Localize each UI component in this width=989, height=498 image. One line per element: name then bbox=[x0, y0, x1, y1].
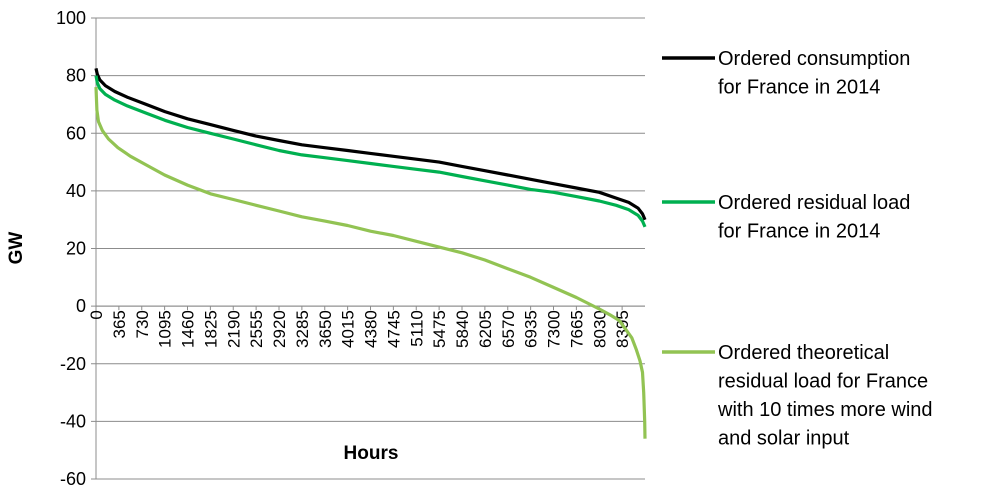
x-tick-labels: 0 365 730 1095 1460 1825 2190 2555 2920 3285 3650 4… bbox=[87, 310, 632, 348]
x-tick-label: 4745 bbox=[384, 310, 403, 348]
y-tick-label: -40 bbox=[60, 411, 86, 431]
y-tick-label: 0 bbox=[76, 296, 86, 316]
legend-entry-3: Ordered theoretical residual load for Fra… bbox=[662, 342, 933, 450]
legend-label-2: Ordered residual load bbox=[718, 192, 910, 214]
legend-label-3: residual load for France bbox=[718, 371, 928, 393]
x-tick-label: 8030 bbox=[590, 310, 609, 348]
legend-label-3: Ordered theoretical bbox=[718, 342, 889, 364]
x-tick-label: 4380 bbox=[362, 310, 381, 348]
x-tick-label: 365 bbox=[110, 310, 129, 338]
series-lines bbox=[94, 68, 647, 439]
x-tick-label: 2920 bbox=[270, 310, 289, 348]
x-tick-label: 5475 bbox=[430, 310, 449, 348]
y-tick-labels: 100 80 60 40 20 0 -20 -40 -60 bbox=[56, 8, 86, 489]
gridlines bbox=[91, 17, 645, 480]
y-tick-label: -60 bbox=[60, 469, 86, 489]
x-tick-label: 3650 bbox=[316, 310, 335, 348]
x-tick-label: 2555 bbox=[247, 310, 266, 348]
x-tick-label: 5840 bbox=[453, 310, 472, 348]
legend-label-1: for France in 2014 bbox=[718, 77, 880, 99]
x-axis-title: Hours bbox=[344, 443, 399, 464]
legend-label-3: and solar input bbox=[718, 428, 850, 450]
series-line-3 bbox=[94, 87, 647, 439]
x-tick-label: 6570 bbox=[499, 310, 518, 348]
x-tick-label: 730 bbox=[133, 310, 152, 338]
legend-entry-2: Ordered residual load for France in 2014 bbox=[662, 192, 910, 243]
x-tick-label: 1095 bbox=[156, 310, 175, 348]
y-tick-label: 100 bbox=[56, 8, 86, 28]
series-line-2 bbox=[94, 75, 647, 228]
legend-label-2: for France in 2014 bbox=[718, 221, 880, 243]
x-tick-label: 8395 bbox=[613, 310, 632, 348]
x-tick-label: 6205 bbox=[476, 310, 495, 348]
y-tick-label: 40 bbox=[66, 181, 86, 201]
y-tick-label: 80 bbox=[66, 66, 86, 86]
legend-label-1: Ordered consumption bbox=[718, 48, 910, 70]
x-tick-label: 4015 bbox=[339, 310, 358, 348]
x-tick-label: 0 bbox=[87, 310, 106, 319]
x-tick-label: 6935 bbox=[522, 310, 541, 348]
y-tick-label: 20 bbox=[66, 239, 86, 259]
x-tick-label: 1460 bbox=[179, 310, 198, 348]
y-axis-title: GW bbox=[6, 232, 27, 265]
x-tick-label: 2190 bbox=[224, 310, 243, 348]
x-tick-label: 3285 bbox=[293, 310, 312, 348]
y-tick-label: -20 bbox=[60, 354, 86, 374]
x-tick-label: 1825 bbox=[201, 310, 220, 348]
x-tick-label: 7300 bbox=[545, 310, 564, 348]
legend-label-3: with 10 times more wind bbox=[717, 399, 933, 421]
x-tick-label: 7665 bbox=[567, 310, 586, 348]
series-line-1 bbox=[94, 68, 647, 221]
y-tick-label: 60 bbox=[66, 123, 86, 143]
x-tick-label: 5110 bbox=[407, 310, 426, 347]
legend-entry-1: Ordered consumption for France in 2014 bbox=[662, 48, 910, 99]
